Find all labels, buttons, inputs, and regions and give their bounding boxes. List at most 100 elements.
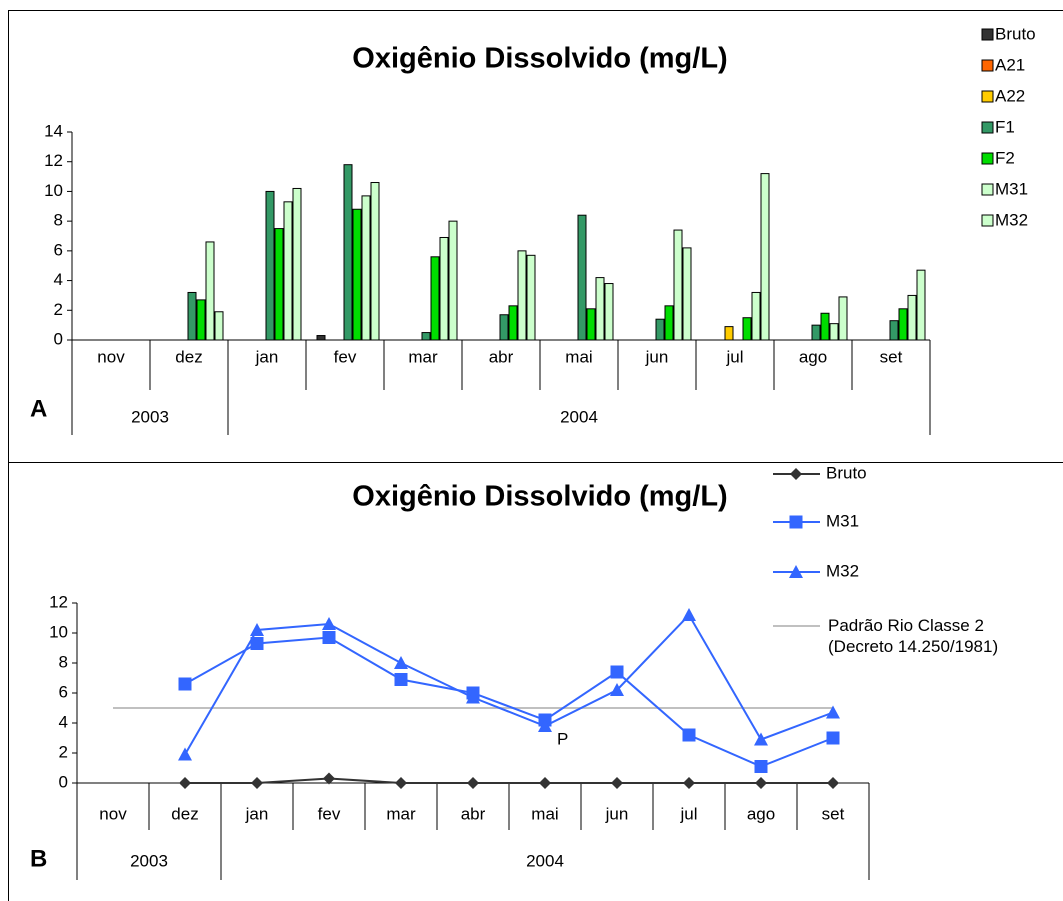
legend-label: Bruto <box>995 24 1036 43</box>
bar <box>499 314 509 341</box>
x-tick-label: abr <box>489 347 514 366</box>
legend-marker <box>789 565 803 578</box>
data-point <box>827 777 839 789</box>
y-tick-label: 6 <box>59 682 68 701</box>
x-tick-label: jan <box>245 804 269 823</box>
legend-label: F2 <box>995 148 1015 167</box>
group-label: 2003 <box>131 407 169 426</box>
data-point <box>683 777 695 789</box>
annotation: P <box>557 729 568 748</box>
bar <box>595 277 605 341</box>
legend-marker <box>790 468 802 480</box>
group-label: 2003 <box>130 851 168 870</box>
data-point <box>178 677 192 691</box>
series-line <box>184 636 834 768</box>
data-point <box>611 777 623 789</box>
y-tick-label: 12 <box>44 151 63 170</box>
x-tick-label: dez <box>175 347 202 366</box>
x-tick-label: ago <box>747 804 775 823</box>
y-tick-label: 0 <box>54 329 63 348</box>
data-point <box>179 777 191 789</box>
legend-marker <box>789 515 803 529</box>
y-tick-label: 12 <box>49 592 68 611</box>
x-tick-label: nov <box>97 347 125 366</box>
data-point <box>466 690 480 704</box>
x-tick-label: mai <box>531 804 558 823</box>
legend-swatch <box>981 28 994 41</box>
bar <box>577 214 587 341</box>
bar <box>187 291 197 341</box>
chart-title: Oxigênio Dissolvido (mg/L) <box>352 43 727 75</box>
data-point <box>394 673 408 686</box>
bar <box>811 324 821 341</box>
data-point <box>322 617 336 630</box>
data-point <box>538 719 552 732</box>
data-point <box>250 623 264 636</box>
y-tick-label: 0 <box>59 772 68 791</box>
series-line <box>184 613 834 756</box>
bar <box>604 283 614 341</box>
data-point <box>323 772 335 785</box>
panel-label: A <box>30 395 47 422</box>
bar <box>352 208 362 341</box>
data-point <box>826 705 840 719</box>
legend-label: A21 <box>995 55 1025 74</box>
bar <box>742 317 752 341</box>
x-tick-label: jun <box>605 804 629 823</box>
bar <box>751 291 761 341</box>
bar <box>283 201 293 341</box>
legend-label-box: Padrão Rio Classe 2 (Decreto 14.250/1981… <box>828 616 999 656</box>
legend-swatch <box>981 90 994 103</box>
x-tick-label: abr <box>461 804 486 823</box>
x-tick-label: nov <box>99 804 127 823</box>
panel-label: B <box>30 845 47 872</box>
bar <box>421 332 431 341</box>
legend-label: F1 <box>995 117 1015 136</box>
bar <box>361 195 371 341</box>
y-tick-label: 8 <box>59 652 68 671</box>
data-point <box>322 631 336 644</box>
bar <box>586 308 596 341</box>
bar <box>265 190 275 341</box>
bar <box>838 296 848 341</box>
y-tick-label: 10 <box>49 622 68 641</box>
x-tick-label: jan <box>255 347 279 366</box>
legend-label: Bruto <box>826 463 867 482</box>
bar <box>760 173 770 341</box>
x-tick-label: fev <box>318 804 341 823</box>
data-point <box>539 777 551 789</box>
bar <box>898 308 908 341</box>
bar <box>526 254 536 341</box>
bar <box>343 164 353 341</box>
y-tick-label: 6 <box>54 240 63 259</box>
data-point <box>467 777 479 789</box>
bar <box>448 220 458 341</box>
data-point <box>395 777 407 789</box>
legend-swatch <box>981 214 994 227</box>
bar <box>205 241 215 341</box>
legend-swatch <box>981 59 994 72</box>
y-tick-label: 4 <box>54 270 63 289</box>
data-point <box>610 683 624 696</box>
data-point <box>682 608 696 621</box>
data-point <box>250 637 264 650</box>
bar <box>508 305 518 341</box>
legend-label: M32 <box>826 561 859 580</box>
legend-label: M31 <box>995 179 1028 198</box>
y-tick-label: 14 <box>44 121 63 140</box>
y-tick-label: 8 <box>54 211 63 230</box>
bar <box>889 320 899 341</box>
bar <box>517 250 527 341</box>
data-point <box>755 777 767 789</box>
legend-label: Padrão Rio Classe 2 (Decreto 14.250/1981… <box>828 616 999 656</box>
x-tick-label: dez <box>171 804 198 823</box>
data-point <box>682 728 696 742</box>
y-tick-label: 2 <box>54 300 63 319</box>
legend-background <box>760 463 1062 678</box>
bar <box>820 312 830 341</box>
y-tick-label: 10 <box>44 181 63 200</box>
bar <box>655 318 665 341</box>
x-tick-label: jun <box>645 347 669 366</box>
bar <box>274 228 284 341</box>
